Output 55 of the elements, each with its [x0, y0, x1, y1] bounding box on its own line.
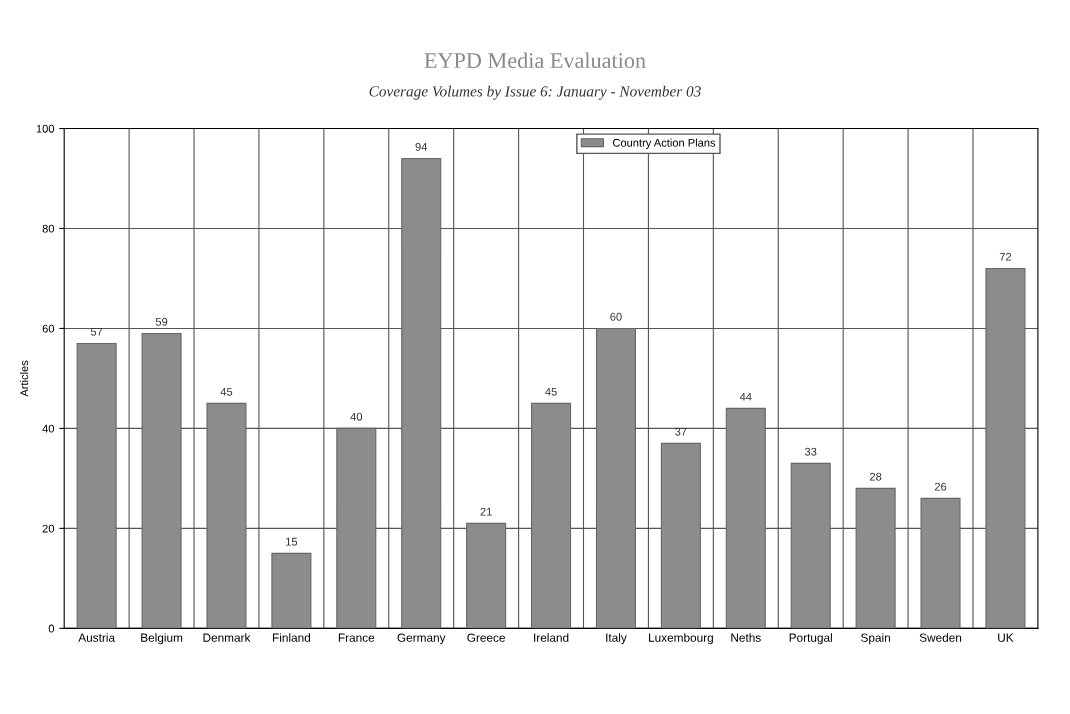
x-tick-label: Ireland [534, 633, 569, 642]
bar [336, 427, 377, 629]
data-label: 15 [286, 537, 298, 546]
data-label: 45 [220, 387, 233, 396]
bar [920, 497, 961, 629]
x-tick-label: Belgium [141, 633, 183, 645]
bar [206, 402, 247, 629]
bar [855, 487, 896, 629]
bar [271, 552, 312, 629]
x-tick-label: Denmark [203, 633, 251, 642]
data-label: 60 [610, 312, 622, 321]
data-label: 28 [870, 472, 882, 481]
x-tick-label: France [338, 633, 375, 642]
bar [141, 332, 182, 629]
x-tick-label: Portugal [789, 633, 832, 645]
data-label: 72 [999, 252, 1012, 261]
data-label: 57 [90, 327, 103, 336]
data-label: 33 [804, 447, 817, 456]
chart-subtitle: Coverage Volumes by Issue 6: January - November 03 [369, 85, 701, 100]
x-tick-label: Finland [273, 633, 310, 642]
chart-title: EYPD Media Evaluation [424, 52, 646, 69]
data-label: 21 [480, 507, 492, 516]
y-tick-label: 80 [42, 224, 55, 233]
x-tick-label: Austria [78, 633, 116, 642]
data-label: 40 [350, 412, 363, 421]
y-tick-label: 0 [48, 624, 55, 633]
bar [660, 442, 701, 629]
bar [790, 462, 831, 629]
data-label: 94 [415, 142, 428, 151]
x-tick-label: Neths [731, 633, 761, 642]
bar [76, 342, 117, 629]
data-label: 59 [155, 317, 168, 326]
legend-label: Country Action Plans [612, 138, 716, 149]
data-label: 37 [675, 427, 687, 436]
x-tick-label: Sweden [919, 633, 962, 642]
y-tick-label: 60 [42, 324, 55, 333]
x-tick-label: Italy [606, 633, 627, 645]
bar [725, 407, 766, 629]
data-label: 26 [934, 482, 947, 491]
x-tick-label: Germany [397, 633, 446, 645]
bar [466, 522, 507, 629]
y-tick-label: 20 [42, 524, 55, 533]
bar [595, 327, 636, 629]
x-tick-label: Spain [861, 633, 890, 645]
bar [531, 402, 572, 629]
x-tick-label: Luxembourg [649, 633, 713, 645]
y-axis-title: Articles [20, 360, 29, 397]
y-tick-label: 40 [42, 424, 55, 433]
bar [985, 267, 1026, 629]
x-tick-label: UK [998, 633, 1014, 642]
data-label: 45 [545, 387, 557, 396]
y-tick-label: 100 [36, 124, 55, 133]
bar [401, 157, 442, 629]
data-label: 44 [739, 392, 752, 401]
x-tick-label: Greece [467, 633, 505, 642]
